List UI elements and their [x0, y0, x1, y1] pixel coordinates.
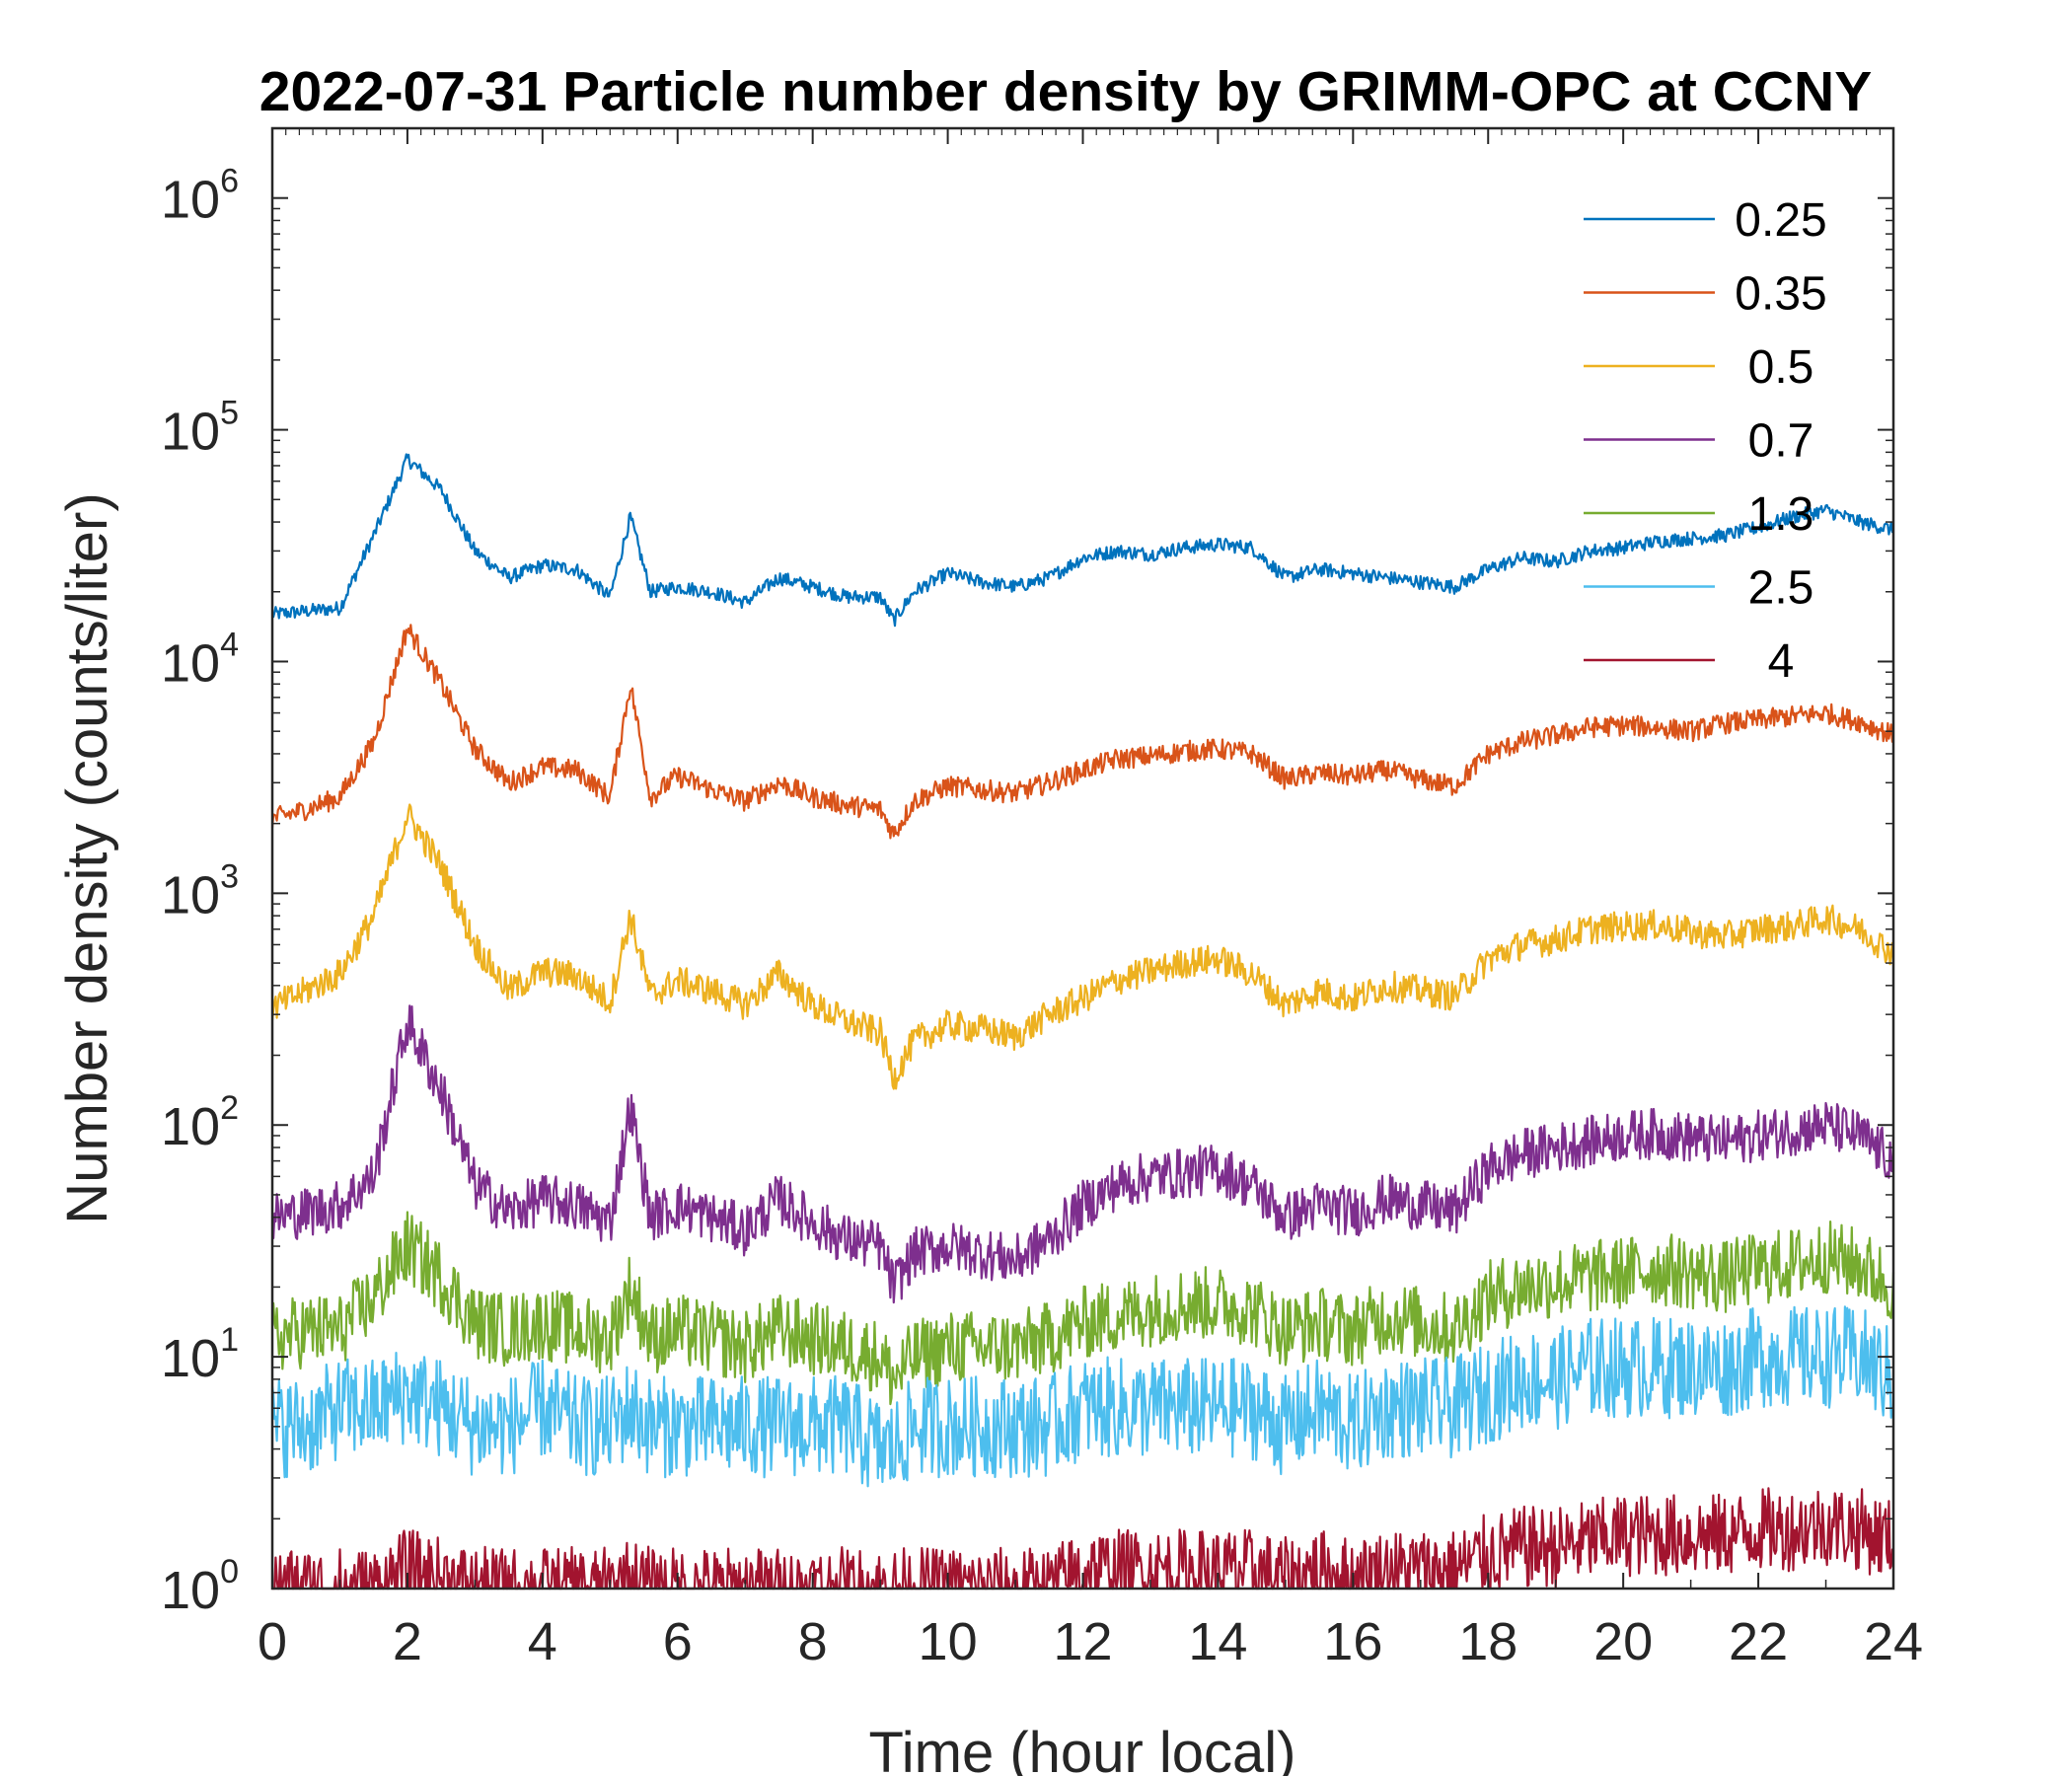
- y-tick-label-exponent: 5: [220, 395, 239, 432]
- axes-box: [270, 126, 1895, 1591]
- legend-label-0.5: 0.5: [1748, 341, 1814, 394]
- legend-label-0.25: 0.25: [1735, 194, 1826, 247]
- x-tick-labels: 0 2 4 6 8 10 12 14 16 18 20 22 24: [258, 1612, 1923, 1671]
- y-axis-label: Number density (counts/liter): [55, 492, 119, 1223]
- y-tick-label-base: 10: [161, 633, 220, 693]
- y-tick-label-exponent: 3: [220, 857, 239, 895]
- series-line-0.35: [270, 624, 1895, 840]
- x-tick-label: 10: [919, 1612, 978, 1671]
- y-tick-label-base: 10: [161, 403, 220, 462]
- y-tick-label-base: 10: [161, 865, 220, 925]
- y-tick-label: 102: [161, 1089, 239, 1156]
- x-tick-label: 18: [1458, 1612, 1517, 1671]
- x-tick-label: 6: [663, 1612, 693, 1671]
- y-tick-label-exponent: 6: [220, 163, 239, 200]
- y-tick-label: 101: [161, 1321, 239, 1388]
- y-tick-label-exponent: 2: [220, 1089, 239, 1127]
- legend-label-4: 4: [1768, 635, 1795, 688]
- y-tick-label: 106: [161, 163, 239, 230]
- y-tick-label: 105: [161, 395, 239, 462]
- x-tick-label: 12: [1053, 1612, 1112, 1671]
- x-tick-label: 22: [1729, 1612, 1788, 1671]
- legend-label-0.7: 0.7: [1748, 415, 1814, 468]
- x-tick-label: 14: [1188, 1612, 1247, 1671]
- x-tick-label: 20: [1593, 1612, 1653, 1671]
- y-tick-label-exponent: 4: [220, 626, 239, 663]
- x-tick-label: 2: [393, 1612, 422, 1671]
- series-line-0.5: [270, 803, 1895, 1090]
- x-tick-label: 8: [798, 1612, 828, 1671]
- x-tick-label: 16: [1323, 1612, 1382, 1671]
- y-tick-label-exponent: 1: [220, 1321, 239, 1359]
- legend-label-2.5: 2.5: [1748, 562, 1814, 615]
- x-tick-label: 4: [528, 1612, 557, 1671]
- y-tick-label: 104: [161, 626, 239, 693]
- legend: 0.25 0.35 0.5 0.7 1.3 2.5 4: [1584, 194, 1827, 688]
- series-line-0.25: [270, 453, 1894, 628]
- x-tick-label: 0: [258, 1612, 287, 1671]
- y-tick-label-base: 10: [161, 1329, 220, 1388]
- legend-label-0.35: 0.35: [1735, 268, 1826, 321]
- legend-label-1.3: 1.3: [1748, 488, 1814, 541]
- series-line-0.7: [270, 1004, 1895, 1304]
- y-tick-label-base: 10: [161, 1097, 220, 1156]
- y-tick-label: 103: [161, 857, 239, 925]
- x-tick-label: 24: [1864, 1612, 1923, 1671]
- chart-title: 2022-07-31 Particle number density by GR…: [259, 60, 1872, 123]
- y-tick-label-exponent: 0: [220, 1553, 239, 1591]
- y-tick-label-base: 10: [161, 1561, 220, 1620]
- y-tick-label-base: 10: [161, 171, 220, 230]
- y-tick-label: 100: [161, 1553, 239, 1620]
- series-line-2.5: [270, 1305, 1895, 1488]
- x-axis-label: Time (hour local): [869, 1721, 1296, 1776]
- series-line-1.3: [270, 1211, 1895, 1406]
